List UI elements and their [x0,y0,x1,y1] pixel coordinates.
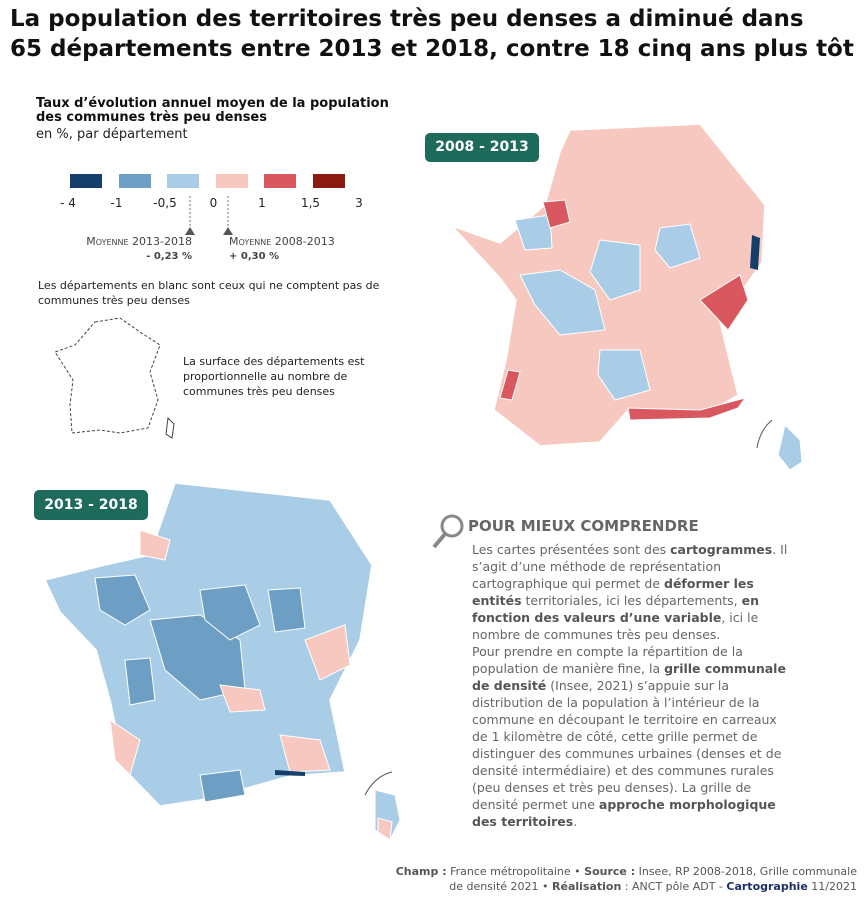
legend-title-line: Taux d’évolution annuel moyen de la popu… [36,96,389,111]
box-text: Les cartes présentées sont des cartogram… [472,541,794,830]
bold-text: grille communale de densité [472,661,786,693]
map-label: 2008 - 2013 [435,139,529,155]
marker-label: Moyenne 2008-2013 [229,235,335,248]
title: La population des territoires très peu d… [10,4,854,64]
text-run: Les cartes présentées sont des [472,542,671,557]
legend-swatch [70,174,102,188]
legend-tick: -1 [110,196,123,210]
bold-text: Réalisation [552,880,622,893]
map-label-bg [32,488,150,522]
bold-text: en fonction des valeurs d’une variable [472,593,760,625]
note: Les départements en blanc sont ceux qui … [38,279,380,307]
legend-swatch [215,174,248,188]
text-run: Pour prendre en compte la répartition de… [472,644,743,676]
legend-tick: 1 [258,196,266,210]
map-2013-2018 [43,482,401,841]
footer: Champ : France métropolitaine • Source :… [387,864,857,894]
bold-text: déformer les entités [472,576,754,608]
legend-tick: 1,5 [300,196,321,210]
bold-text: Cartographie [726,880,808,893]
magnifier-icon [432,532,447,549]
bold-text: cartogrammes [670,542,773,557]
bold-text: Source : [584,865,636,878]
legend-tick: -0,5 [153,196,177,210]
magnifier-icon [440,514,464,538]
note: La surface des départements est proporti… [183,355,365,398]
bold-text: Champ : [395,865,447,878]
legend-marker: Moyenne 2008-2013 + 0,30 % [229,234,335,264]
map-2008-2013 [451,123,803,471]
paragraph: Pour prendre en compte la répartition de… [472,643,794,830]
legend-tick: - 4 [60,196,76,210]
title-line: La population des territoires très peu d… [10,6,804,32]
text-run: Insee, RP 2008-2018, Grille communale de… [449,865,857,893]
legend-swatch [264,174,296,188]
mini-map [54,317,161,434]
legend-swatch [118,174,151,188]
text-run: France métropolitaine • [446,865,585,878]
legend-subtitle: en %, par département [36,127,188,142]
legend-tick: 3 [355,196,363,210]
marker-label: Moyenne 2013-2018 [86,235,192,248]
legend-title: Taux d’évolution annuel moyen de la popu… [36,97,389,125]
legend-swatch [312,174,345,188]
map-label: 2013 - 2018 [44,497,138,513]
title-line: 65 départements entre 2013 et 2018, cont… [10,36,854,62]
marker-value: - 0,23 % [146,251,192,262]
text-run: 11/2021 [807,880,857,893]
mini-corsica [165,416,175,439]
text-run: . Il s’agit d’une méthode de représentat… [472,542,788,591]
text-run: , ici le nombre de communes très peu den… [472,610,759,642]
marker-2008-2013 [223,227,233,235]
bold-text: approche morphologique des territoires [472,797,776,829]
text-run: territoriales, ici les départements, [521,593,742,608]
text-run: : ANCT pôle ADT - [621,880,727,893]
text-run: (Insee, 2021) s’appuie sur la distributi… [472,678,782,812]
paragraph: Les cartes présentées sont des cartogram… [472,541,794,643]
marker-2013-2018 [185,227,195,235]
legend-tick: 0 [209,196,218,210]
legend-marker: Moyenne 2013-2018 - 0,23 % [86,234,192,264]
marker-value: + 0,30 % [229,251,280,262]
legend-swatch [167,174,199,188]
text-run: . [573,814,578,829]
box-title: POUR MIEUX COMPRENDRE [468,517,699,535]
legend-title-line: des communes très peu denses [36,110,267,125]
map-label-bg [423,131,541,164]
